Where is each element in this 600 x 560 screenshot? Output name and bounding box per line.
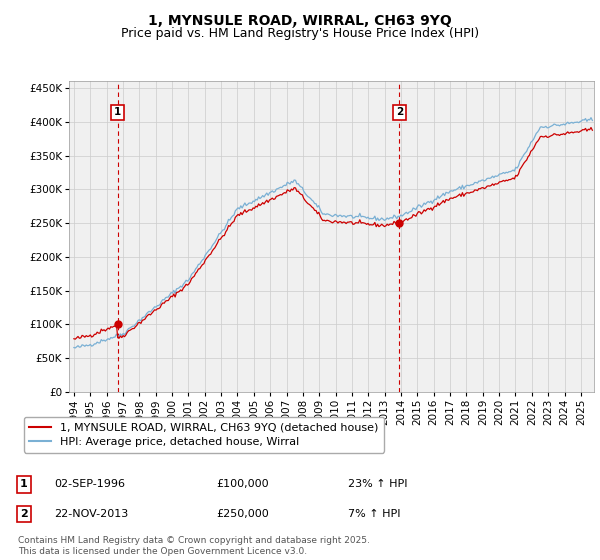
Text: 1: 1: [114, 108, 121, 117]
Text: 2: 2: [396, 108, 403, 117]
Text: 02-SEP-1996: 02-SEP-1996: [54, 479, 125, 489]
Text: 1, MYNSULE ROAD, WIRRAL, CH63 9YQ: 1, MYNSULE ROAD, WIRRAL, CH63 9YQ: [148, 14, 452, 28]
Text: Price paid vs. HM Land Registry's House Price Index (HPI): Price paid vs. HM Land Registry's House …: [121, 27, 479, 40]
Text: 23% ↑ HPI: 23% ↑ HPI: [348, 479, 407, 489]
Text: 2: 2: [20, 509, 28, 519]
Text: Contains HM Land Registry data © Crown copyright and database right 2025.
This d: Contains HM Land Registry data © Crown c…: [18, 536, 370, 556]
Text: £250,000: £250,000: [216, 509, 269, 519]
Legend: 1, MYNSULE ROAD, WIRRAL, CH63 9YQ (detached house), HPI: Average price, detached: 1, MYNSULE ROAD, WIRRAL, CH63 9YQ (detac…: [23, 417, 384, 452]
Text: 1: 1: [20, 479, 28, 489]
Text: 22-NOV-2013: 22-NOV-2013: [54, 509, 128, 519]
Text: 7% ↑ HPI: 7% ↑ HPI: [348, 509, 401, 519]
Text: £100,000: £100,000: [216, 479, 269, 489]
